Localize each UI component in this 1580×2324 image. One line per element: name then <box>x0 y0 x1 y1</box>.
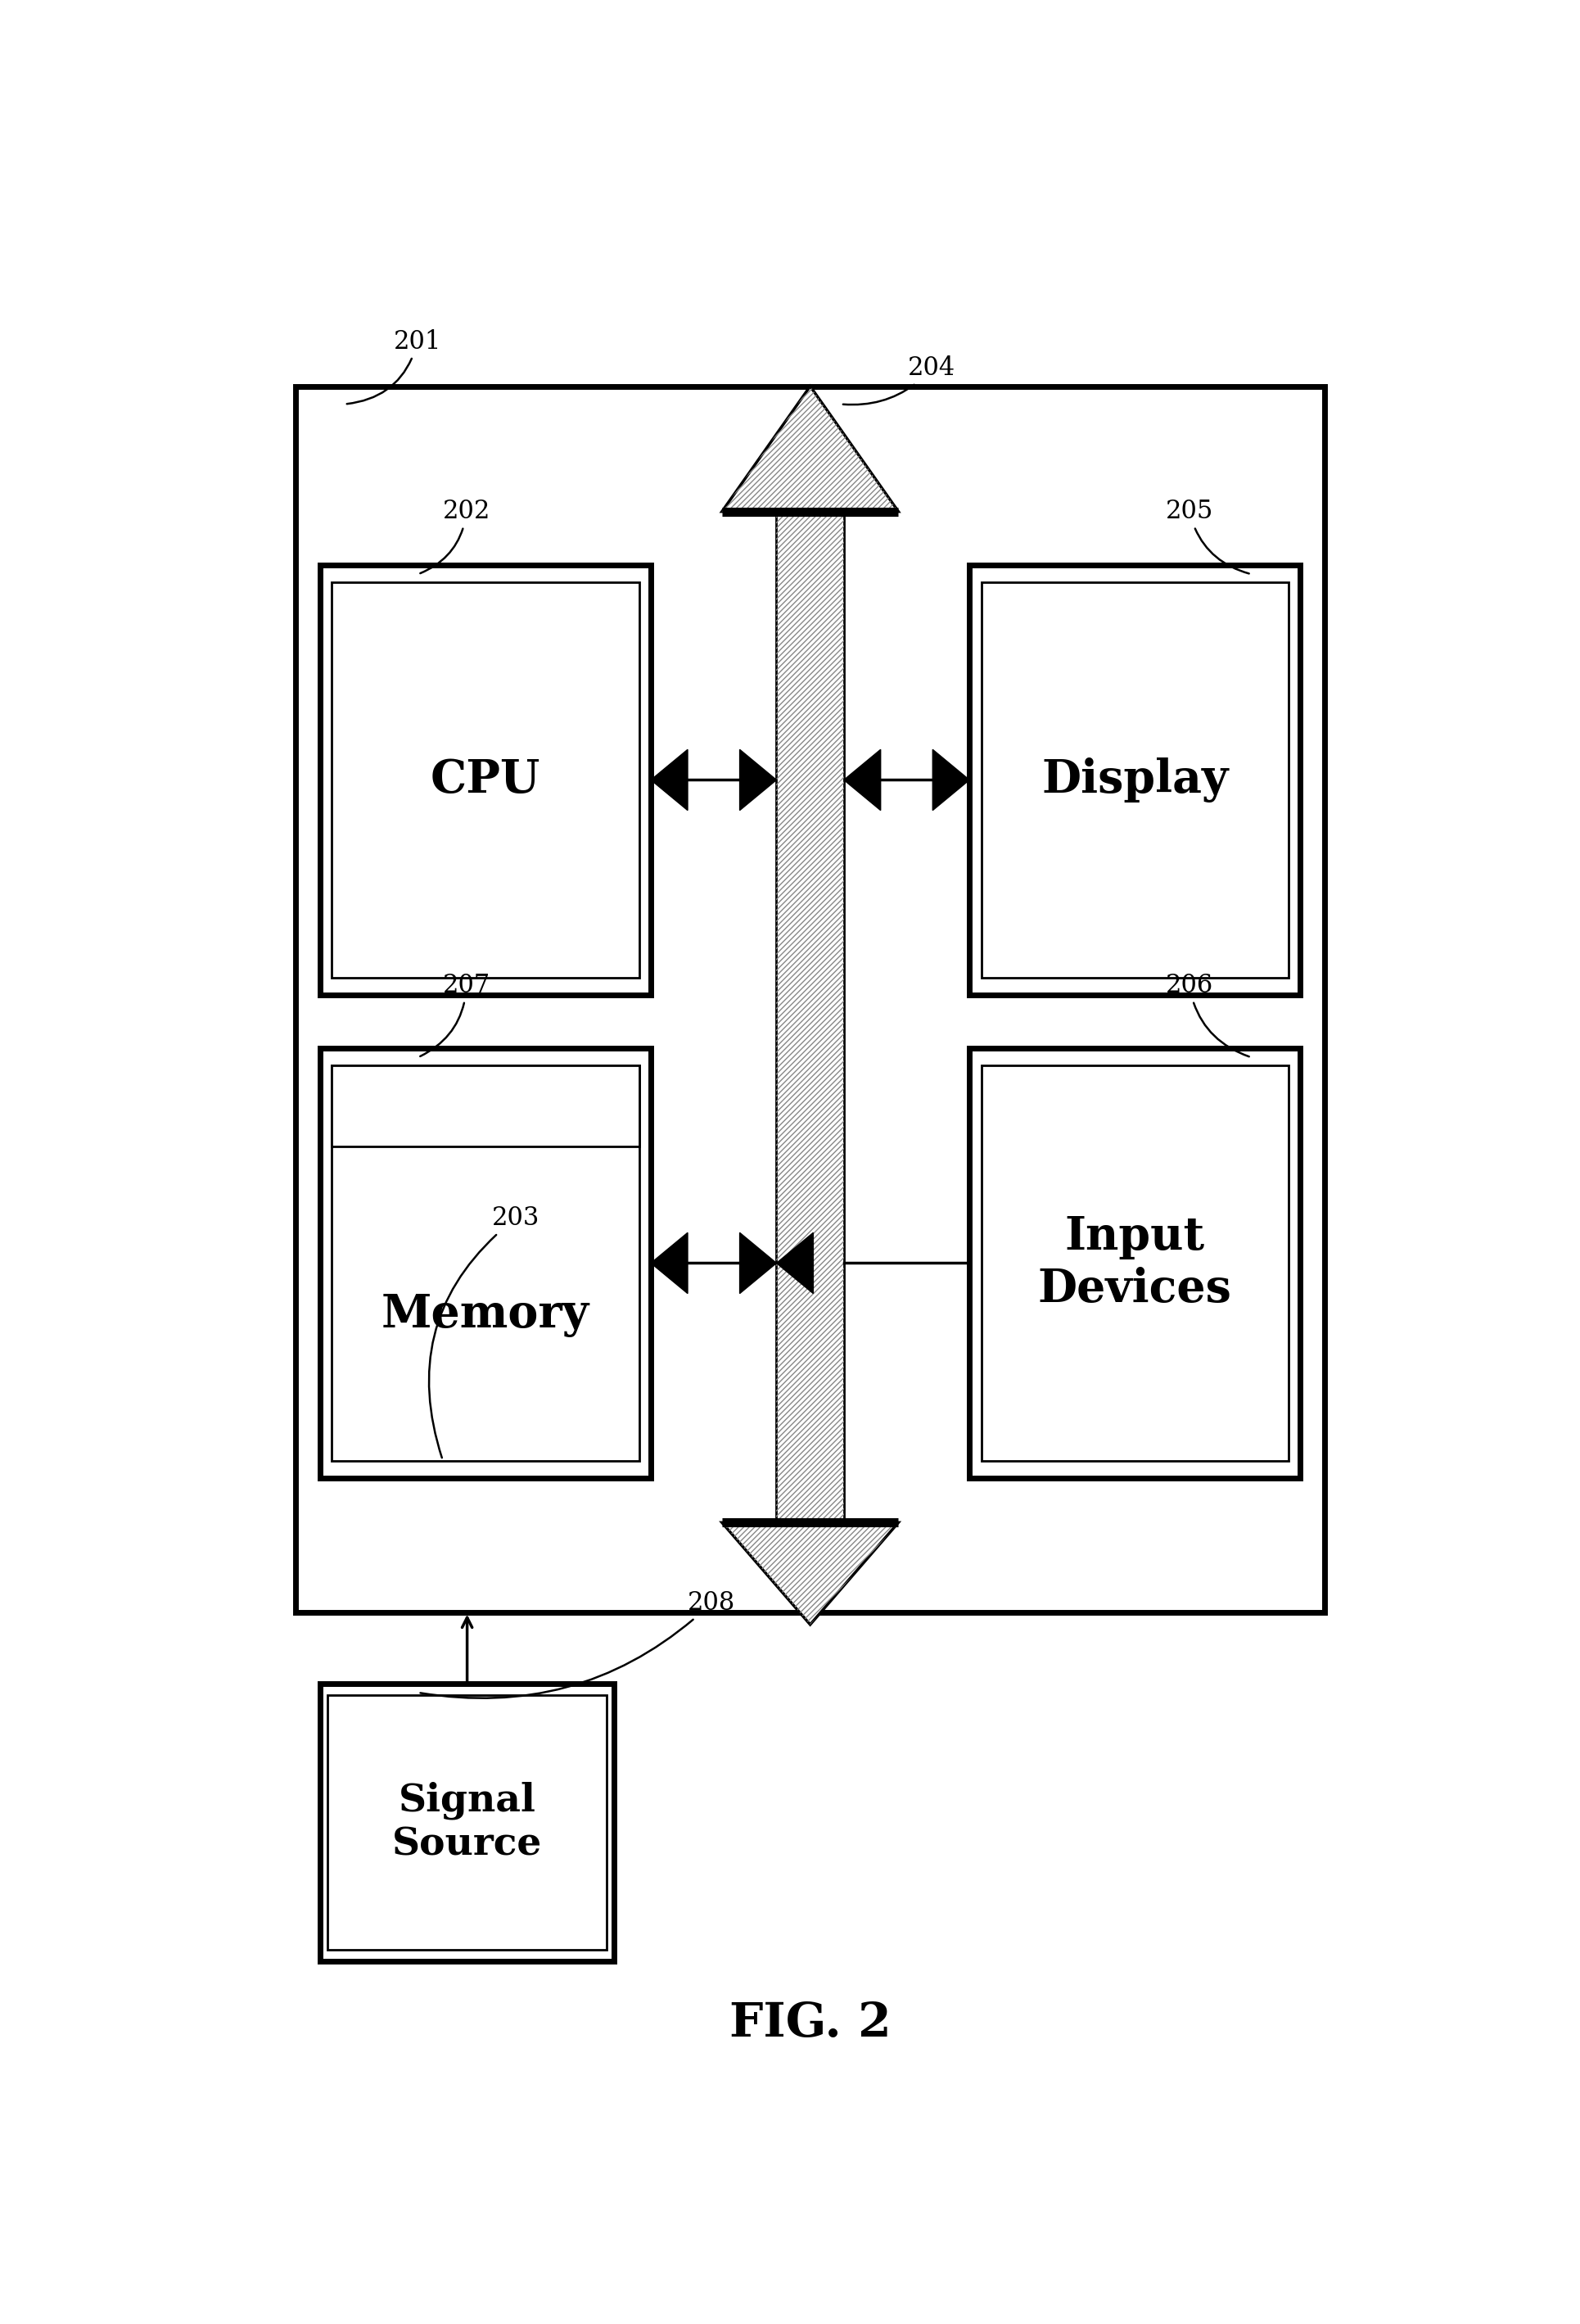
Text: 207: 207 <box>420 974 490 1057</box>
Polygon shape <box>722 1522 897 1624</box>
Bar <box>981 1064 1288 1462</box>
Polygon shape <box>932 751 969 811</box>
Bar <box>319 1048 651 1478</box>
Bar <box>295 386 1324 1613</box>
Text: 206: 206 <box>1164 974 1248 1057</box>
Text: Display: Display <box>1041 758 1228 802</box>
Bar <box>776 511 844 1522</box>
Text: Memory: Memory <box>381 1292 589 1336</box>
Bar <box>327 1694 607 1950</box>
Text: 203: 203 <box>428 1206 539 1457</box>
Text: 204: 204 <box>842 356 956 404</box>
Polygon shape <box>776 1232 812 1294</box>
Polygon shape <box>844 751 880 811</box>
Polygon shape <box>651 1232 687 1294</box>
Polygon shape <box>739 751 776 811</box>
Bar <box>319 1683 613 1961</box>
Bar <box>776 511 844 1522</box>
Text: 208: 208 <box>420 1590 735 1699</box>
Polygon shape <box>739 1232 776 1294</box>
Bar <box>332 583 638 978</box>
Bar <box>969 565 1300 995</box>
Text: CPU: CPU <box>430 758 540 802</box>
Bar <box>319 565 651 995</box>
Polygon shape <box>722 386 897 511</box>
Polygon shape <box>651 751 687 811</box>
Bar <box>332 1064 638 1462</box>
Text: 205: 205 <box>1164 500 1248 574</box>
Text: 202: 202 <box>420 500 490 574</box>
Bar <box>332 1064 638 1146</box>
Text: 201: 201 <box>346 328 441 404</box>
Bar <box>969 1048 1300 1478</box>
Text: Input
Devices: Input Devices <box>1038 1215 1231 1311</box>
Text: Signal
Source: Signal Source <box>392 1783 542 1864</box>
Bar <box>981 583 1288 978</box>
Text: FIG. 2: FIG. 2 <box>728 2001 891 2047</box>
